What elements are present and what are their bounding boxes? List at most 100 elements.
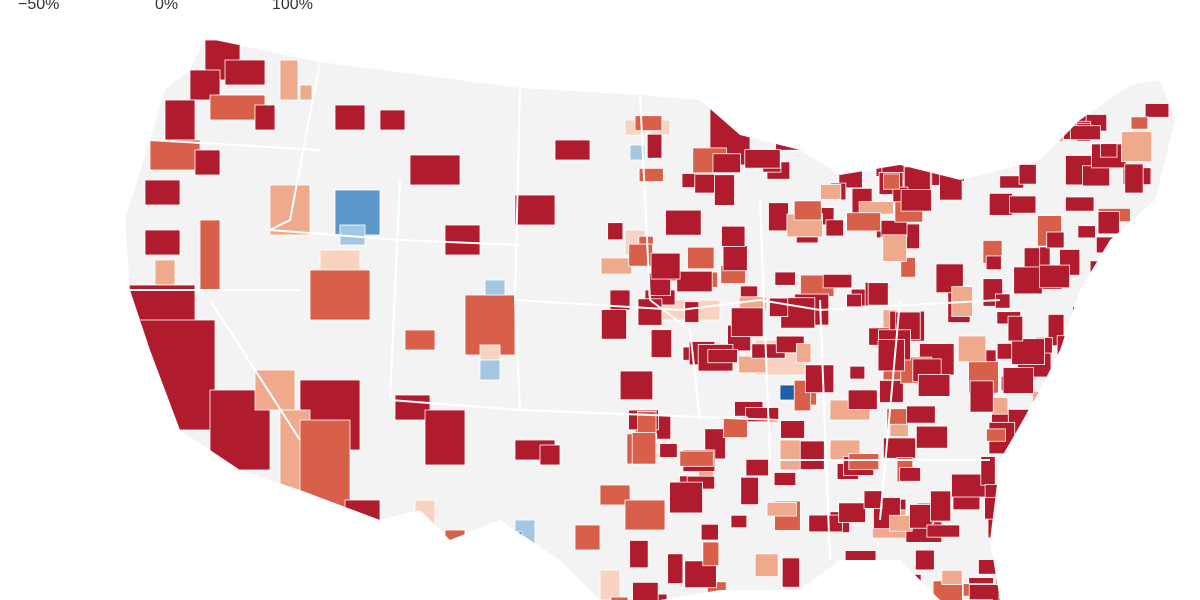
county — [1002, 367, 1034, 394]
county — [1029, 561, 1047, 593]
county — [915, 425, 948, 449]
county — [1018, 164, 1037, 185]
county — [795, 343, 812, 364]
county — [874, 104, 905, 129]
county — [679, 450, 714, 467]
county — [1084, 481, 1107, 514]
county — [825, 219, 844, 237]
county — [738, 355, 767, 374]
county — [730, 514, 748, 529]
county — [917, 373, 951, 397]
county — [751, 109, 787, 135]
county — [926, 524, 961, 538]
county — [885, 572, 901, 588]
county — [1009, 195, 1037, 214]
county — [650, 329, 673, 358]
county — [906, 405, 936, 424]
county — [722, 245, 748, 272]
county — [895, 574, 922, 600]
legend-label: 100% — [272, 0, 313, 13]
county — [676, 270, 713, 293]
county — [1157, 410, 1175, 429]
county — [1158, 358, 1175, 380]
county — [820, 184, 842, 200]
county — [915, 549, 935, 571]
county — [1130, 116, 1149, 130]
county — [1156, 194, 1174, 222]
county — [900, 189, 932, 212]
county — [1040, 421, 1070, 436]
county — [878, 145, 910, 163]
county — [804, 364, 835, 394]
county — [900, 257, 916, 278]
county — [1145, 593, 1161, 600]
county — [984, 496, 1009, 520]
county — [930, 108, 966, 127]
county — [1013, 266, 1043, 295]
county — [1164, 327, 1175, 344]
county — [629, 144, 646, 161]
county — [702, 541, 720, 567]
county — [1060, 512, 1093, 532]
county — [1143, 543, 1175, 576]
county — [667, 553, 684, 584]
county — [600, 257, 633, 275]
county — [1038, 463, 1057, 480]
county — [344, 499, 381, 531]
county — [687, 246, 715, 270]
county — [659, 443, 678, 458]
legend-label: 0% — [155, 0, 178, 13]
county — [969, 380, 994, 413]
county — [479, 359, 501, 381]
county — [877, 339, 905, 372]
county — [940, 152, 977, 169]
county — [846, 212, 881, 232]
county — [669, 481, 703, 514]
county — [930, 490, 952, 522]
county — [1116, 460, 1147, 493]
county — [209, 389, 271, 471]
county — [1153, 284, 1170, 317]
county — [866, 573, 894, 600]
county — [1051, 547, 1070, 575]
county — [822, 273, 853, 289]
county — [722, 416, 748, 438]
county — [279, 59, 299, 101]
county — [1116, 450, 1153, 477]
county — [254, 369, 296, 411]
county — [1097, 304, 1133, 335]
county — [1056, 335, 1074, 363]
county — [774, 271, 796, 286]
county — [1040, 430, 1073, 459]
county — [650, 252, 681, 280]
county — [414, 499, 436, 526]
county — [1063, 552, 1089, 569]
county — [1138, 216, 1167, 230]
county — [775, 132, 802, 151]
county — [793, 200, 822, 221]
county — [981, 101, 999, 121]
county — [684, 301, 700, 323]
county — [600, 309, 627, 340]
county — [863, 111, 881, 131]
county — [889, 423, 909, 437]
county — [1089, 502, 1127, 523]
county — [1054, 564, 1079, 596]
county — [1064, 412, 1080, 441]
county — [993, 533, 1026, 550]
county — [974, 137, 1004, 154]
county — [194, 149, 221, 176]
county — [514, 194, 556, 226]
county — [1164, 429, 1175, 446]
county — [1152, 526, 1171, 556]
county — [768, 202, 789, 232]
county — [941, 569, 963, 585]
county — [967, 113, 1004, 143]
county — [985, 255, 1002, 271]
county — [808, 514, 843, 533]
county — [889, 514, 913, 532]
county — [599, 569, 621, 600]
county — [1029, 447, 1051, 477]
